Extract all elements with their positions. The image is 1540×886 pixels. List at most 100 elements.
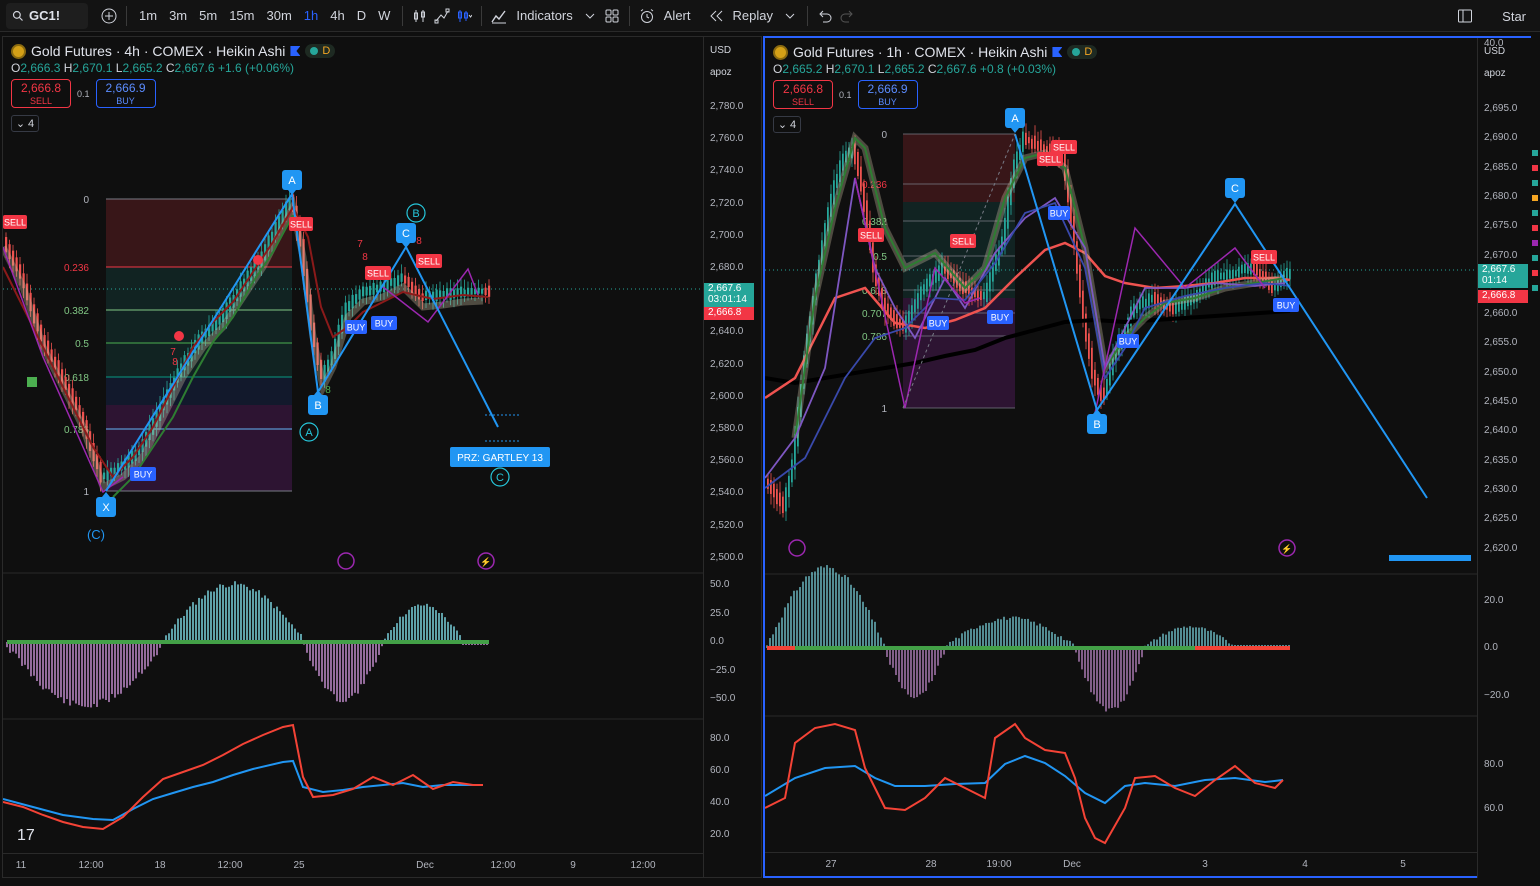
bar-style-candles-icon[interactable] [409,3,431,29]
currency-selector[interactable]: USD [1484,46,1506,57]
candle-body [341,314,344,334]
undo-icon[interactable] [814,3,836,29]
candle-body [1028,137,1030,144]
elliott-wave-label: C [496,472,504,484]
candle-body [138,445,141,456]
chart-pane-1h[interactable]: 0 0.236 0.382 0.5 0.618 0.707 0.786 1 A B C SELL SEL… [763,36,1533,878]
buy-button[interactable]: 2,666.9 BUY [95,79,156,108]
price-tick-label: 2,650.0 [1484,366,1518,378]
interval-15m[interactable]: 15m [229,8,255,23]
candle-body [1232,269,1234,280]
indicators-collapse-button[interactable]: ⌄ 4 [11,115,39,132]
price-tick-label: 2,675.0 [1484,220,1518,232]
flag-icon[interactable] [1052,47,1063,57]
line-tools-icon[interactable] [431,3,453,29]
candle-body [776,489,778,505]
indicator-tick-label: 80.0 [1484,759,1504,770]
interval-d[interactable]: D [356,8,367,23]
candle-body [851,146,853,159]
candle-body [773,483,775,498]
pattern-point-a: A [1011,113,1019,125]
buy-signal-label-bg [1117,334,1139,348]
symbol-search[interactable]: GC1! [6,2,88,29]
candle-body [365,286,368,296]
indicators-collapse-button[interactable]: ⌄ 4 [773,116,801,133]
fib-level-label: 0.707 [862,309,887,320]
market-status-badge[interactable]: D [1067,45,1098,59]
price-chart-1h[interactable]: 00.2360.3820.50.6180.7070.7861ABCSELLSEL… [765,38,1477,876]
rsi-line-red [3,723,483,831]
interval-3m[interactable]: 3m [169,8,188,23]
sell-button[interactable]: 2,666.8 SELL [11,79,71,108]
scale-mode[interactable]: apoz [710,67,732,78]
alert-button[interactable]: Alert [663,8,691,23]
candle-body [99,461,102,483]
buy-signal-label: BUY [375,319,394,329]
compare-symbol-plus-icon[interactable] [98,3,120,29]
scale-mode[interactable]: apoz [1484,68,1506,79]
candle-body [1067,169,1069,203]
sell-signal-label-bg [950,234,976,248]
candle-body [767,478,769,489]
chart-pane-4h[interactable]: 0 0.236 0.382 0.5 0.618 0.786 1 X A B C PRZ: GARTLE… [2,36,762,878]
layout-grid-icon[interactable] [601,3,623,29]
indicators-button[interactable]: Indicators [516,8,573,23]
candle-body [393,277,396,288]
price-axis-1h[interactable]: USD apoz 2,695.0 2,690.0 2,685.0 2,680.0 2,6… [1477,38,1533,878]
candle-body [474,288,477,295]
candle-body [15,257,18,272]
candle-body [1172,303,1174,315]
redo-icon[interactable] [836,3,858,29]
indicator-tick-label: −50.0 [710,693,736,704]
interval-4h[interactable]: 4h [330,8,345,23]
indicator-tick-label: 60.0 [710,765,730,776]
candle-body [914,299,916,313]
bar-style-dropdown-icon[interactable] [453,3,475,29]
interval-30m[interactable]: 30m [266,8,292,23]
chevron-down-icon[interactable] [779,3,801,29]
time-axis-1h[interactable]: 27 28 19:00 Dec 3 4 5 [765,852,1477,876]
buy-button[interactable]: 2,666.9 BUY [857,80,918,109]
indicator-tick-label: 20.0 [710,829,730,840]
price-axis-4h[interactable]: USD apoz 2,780.0 2,760.0 2,740.0 2,720.0 2,7… [703,37,759,877]
price-tick-label: 2,680.0 [1484,190,1518,202]
star-button[interactable]: Star [1502,8,1526,24]
replay-icon[interactable] [705,3,727,29]
chart-title[interactable]: Gold Futures · 1h · COMEX · Heikin Ashi [793,44,1048,60]
sell-button[interactable]: 2,666.8 SELL [773,80,833,109]
chevron-down-icon[interactable] [579,3,601,29]
ma-line-red [3,204,489,479]
chart-title[interactable]: Gold Futures · 4h · COMEX · Heikin Ashi [31,43,286,59]
exit-marker-icon [174,331,184,341]
candle-body [57,360,60,377]
sell-signal-label-bg [1037,152,1063,166]
price-tick-label: 2,760.0 [710,133,744,145]
price-tick-label: 2,655.0 [1484,337,1518,349]
time-tick-label: 18 [154,860,166,871]
time-axis-4h[interactable]: 11 12:00 18 12:00 25 Dec 12:00 9 12:00 [3,853,703,877]
indicators-icon[interactable] [488,3,510,29]
alert-clock-icon[interactable] [636,3,658,29]
candle-body [884,297,886,316]
layout-split-icon[interactable] [1454,3,1476,29]
candle-body [218,313,221,325]
interval-w[interactable]: W [378,8,391,23]
interval-5m[interactable]: 5m [199,8,218,23]
indicator-tick-label: 80.0 [710,733,730,744]
interval-1h[interactable]: 1h [303,8,319,23]
market-status-badge[interactable]: D [305,44,336,58]
candle-body [1280,275,1282,288]
divider [628,5,630,26]
flag-icon[interactable] [290,46,301,56]
currency-selector[interactable]: USD [710,45,732,56]
candle-body [1151,294,1153,303]
indicator-tick-label: 25.0 [710,608,730,619]
replay-button[interactable]: Replay [732,8,773,23]
chevron-down-icon: ⌄ [777,119,788,131]
candle-body [1157,294,1159,305]
last-price-tag: 2,667.6 01:14 [1478,264,1528,288]
candle-body [1181,300,1183,310]
interval-1m[interactable]: 1m [139,8,158,23]
candle-body [414,285,417,297]
